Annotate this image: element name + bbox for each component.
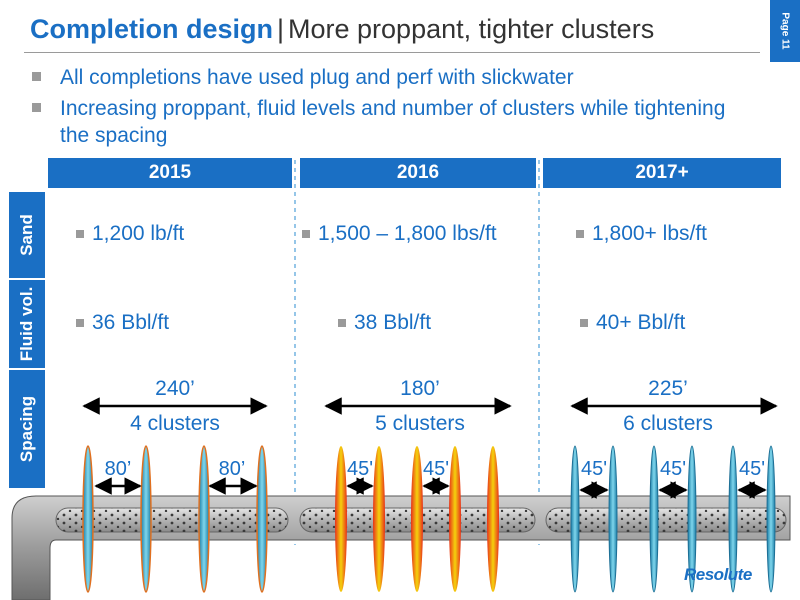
perforation-pattern [56, 508, 288, 532]
frac-cluster-2017 [766, 445, 776, 593]
year-header-2016: 2016 [300, 158, 536, 188]
bullet-square-icon [338, 319, 346, 327]
bullet-item: All completions have used plug and perf … [30, 64, 750, 91]
frac-cluster-2016 [335, 446, 347, 592]
bullet-text: Increasing proppant, fluid levels and nu… [60, 97, 726, 147]
spacing-distance-2015: 240’ [155, 377, 195, 400]
title-divider [24, 52, 760, 53]
title-topic: Completion design [30, 14, 273, 44]
fluid-value: 36 Bbl/ft [92, 311, 170, 334]
gap-label-2017: 45' [738, 458, 766, 480]
sand-2017: 1,800+ lbs/ft [576, 222, 707, 246]
sand-value: 1,800+ lbs/ft [592, 222, 707, 245]
frac-cluster-2015 [140, 445, 152, 593]
frac-cluster-2016 [487, 446, 499, 592]
frac-cluster-2017 [649, 445, 659, 593]
sand-value: 1,500 – 1,800 lbs/ft [318, 222, 497, 245]
frac-cluster-2017 [608, 445, 618, 593]
spacing-clusters-2017: 6 clusters [623, 412, 713, 435]
fluid-2017: 40+ Bbl/ft [580, 311, 685, 335]
bullet-square-icon [76, 230, 84, 238]
frac-cluster-2017 [570, 445, 580, 593]
frac-cluster-2015 [82, 445, 94, 593]
frac-cluster-2016 [411, 446, 423, 592]
page-title: Completion design | More proppant, tighter… [30, 14, 654, 45]
row-label-sand: Sand [9, 192, 45, 280]
bullet-list: All completions have used plug and perf … [30, 64, 750, 153]
frac-cluster-2017 [687, 445, 697, 593]
bullet-square-icon [580, 319, 588, 327]
bullet-square-icon [32, 72, 41, 81]
frac-cluster-2016 [449, 446, 461, 592]
year-header-2015: 2015 [48, 158, 292, 188]
bullet-square-icon [302, 230, 310, 238]
frac-cluster-2015 [198, 445, 210, 593]
company-logo: Resolute [684, 565, 752, 584]
page-number-tab: Page 11 [770, 0, 800, 62]
bullet-square-icon [76, 319, 84, 327]
fluid-2015: 36 Bbl/ft [76, 311, 169, 335]
gap-label-2017: 45' [580, 458, 608, 480]
bullet-item: Increasing proppant, fluid levels and nu… [30, 95, 750, 149]
frac-cluster-2015 [256, 445, 268, 593]
bullet-square-icon [32, 103, 41, 112]
frac-cluster-2017 [728, 445, 738, 593]
row-label-spacing: Spacing [9, 370, 45, 490]
title-subtitle: More proppant, tighter clusters [288, 14, 655, 44]
title-separator: | [277, 14, 285, 44]
spacing-clusters-2015: 4 clusters [130, 412, 220, 435]
fluid-value: 40+ Bbl/ft [596, 311, 686, 334]
sand-value: 1,200 lb/ft [92, 222, 185, 245]
gap-label-2016: 45' [346, 458, 374, 480]
spacing-distance-2017: 225’ [648, 377, 688, 400]
frac-cluster-2016 [373, 446, 385, 592]
fluid-value: 38 Bbl/ft [354, 311, 432, 334]
bullet-square-icon [576, 230, 584, 238]
perforation-pattern [546, 508, 786, 532]
row-label-fluid: Fluid vol. [9, 280, 45, 370]
gap-label-2017: 45' [659, 458, 687, 480]
sand-2015: 1,200 lb/ft [76, 222, 184, 246]
fluid-2016: 38 Bbl/ft [338, 311, 431, 335]
sand-2016: 1,500 – 1,800 lbs/ft [302, 222, 497, 246]
gap-label-2016: 45' [422, 458, 450, 480]
year-header-2017: 2017+ [543, 158, 781, 188]
gap-label-2015: 80’ [104, 458, 132, 480]
spacing-distance-2016: 180’ [400, 377, 440, 400]
bullet-text: All completions have used plug and perf … [60, 66, 574, 89]
gap-label-2015: 80’ [218, 458, 246, 480]
spacing-clusters-2016: 5 clusters [375, 412, 465, 435]
